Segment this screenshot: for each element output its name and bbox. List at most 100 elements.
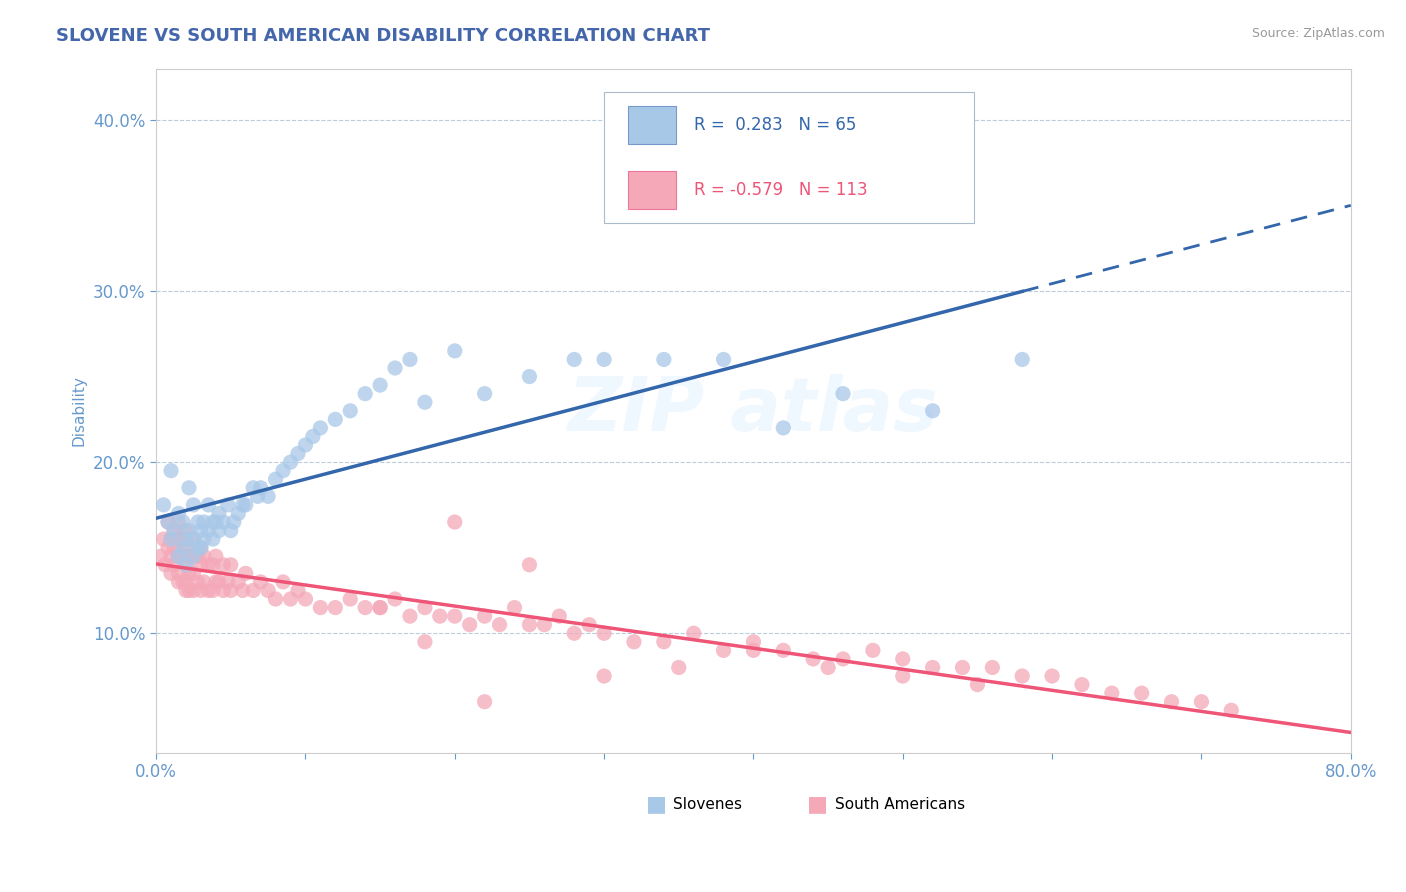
Point (232, 498, 254, 512)
Point (921, 660, 943, 674)
Point (235, 566, 257, 581)
Point (205, 515, 228, 529)
Point (271, 574, 294, 589)
Text: SLOVENE VS SOUTH AMERICAN DISABILITY CORRELATION CHART: SLOVENE VS SOUTH AMERICAN DISABILITY COR… (56, 27, 710, 45)
Point (862, 643, 884, 657)
Point (593, 352, 616, 367)
Point (294, 438, 316, 452)
Point (249, 481, 271, 495)
Point (474, 386, 496, 401)
Point (264, 592, 287, 607)
Point (952, 660, 974, 674)
Point (212, 515, 235, 529)
Point (519, 369, 541, 384)
Point (294, 592, 316, 607)
Point (217, 498, 239, 512)
Point (167, 549, 190, 564)
Point (183, 549, 205, 564)
Point (167, 507, 190, 521)
Point (593, 669, 616, 683)
Point (399, 352, 422, 367)
Point (174, 532, 197, 546)
Point (219, 583, 242, 598)
Point (183, 549, 205, 564)
Point (1101, 686, 1123, 700)
Text: R =  0.283   N = 65: R = 0.283 N = 65 (693, 116, 856, 134)
Point (801, 652, 824, 666)
Point (548, 609, 571, 624)
Point (217, 574, 239, 589)
Point (309, 421, 332, 435)
Text: ZIP atlas: ZIP atlas (568, 375, 939, 447)
Point (193, 549, 215, 564)
Text: Source: ZipAtlas.com: Source: ZipAtlas.com (1251, 27, 1385, 40)
Point (368, 600, 391, 615)
Point (354, 386, 377, 401)
Point (264, 472, 287, 486)
Point (713, 352, 735, 367)
Point (742, 643, 765, 657)
Point (271, 464, 294, 478)
Point (201, 558, 224, 572)
Text: Slovenes: Slovenes (673, 797, 742, 812)
Point (160, 566, 183, 581)
Point (157, 515, 180, 529)
Point (205, 574, 228, 589)
Point (193, 574, 215, 589)
Point (174, 558, 197, 572)
Text: ■: ■ (807, 795, 828, 814)
Point (257, 583, 280, 598)
Point (183, 566, 205, 581)
Point (413, 635, 436, 649)
Point (742, 635, 765, 649)
Point (533, 617, 555, 632)
Point (163, 558, 186, 572)
Point (578, 617, 600, 632)
Point (163, 524, 186, 538)
Point (208, 524, 231, 538)
Point (201, 515, 224, 529)
Point (623, 635, 645, 649)
Point (172, 549, 194, 564)
Point (474, 609, 496, 624)
Point (368, 378, 391, 392)
Point (197, 558, 219, 572)
Point (153, 558, 176, 572)
Point (652, 352, 675, 367)
Point (167, 532, 190, 546)
Point (219, 558, 242, 572)
Point (177, 481, 200, 495)
Point (652, 635, 675, 649)
Point (562, 352, 585, 367)
Point (174, 558, 197, 572)
Point (172, 574, 194, 589)
Point (157, 541, 180, 555)
Point (177, 583, 200, 598)
Point (519, 558, 541, 572)
Point (772, 643, 794, 657)
Point (160, 532, 183, 546)
Point (183, 498, 205, 512)
Point (384, 592, 406, 607)
Point (235, 498, 257, 512)
Point (562, 626, 585, 640)
Point (429, 609, 451, 624)
Point (152, 532, 174, 546)
Point (1160, 695, 1182, 709)
Point (399, 609, 422, 624)
Point (368, 600, 391, 615)
Point (458, 617, 481, 632)
Point (891, 652, 914, 666)
FancyBboxPatch shape (628, 171, 676, 209)
Point (167, 566, 190, 581)
Point (249, 574, 271, 589)
Text: R = -0.579   N = 113: R = -0.579 N = 113 (693, 181, 868, 199)
Point (187, 541, 209, 555)
Point (981, 660, 1004, 674)
Text: ■: ■ (645, 795, 666, 814)
Point (152, 498, 174, 512)
FancyBboxPatch shape (605, 93, 974, 222)
Point (474, 695, 496, 709)
Point (323, 600, 346, 615)
Point (222, 515, 245, 529)
